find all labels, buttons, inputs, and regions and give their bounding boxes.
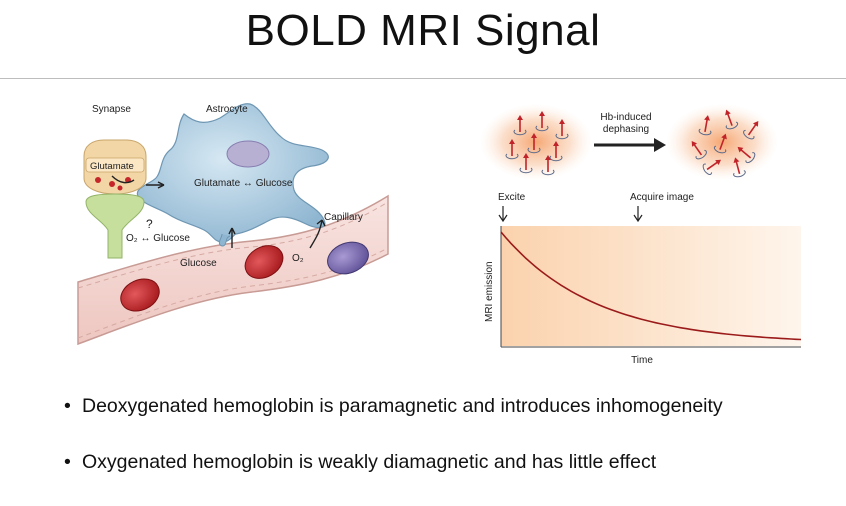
- flow-arrows: [111, 175, 326, 249]
- astrocyte-label: Astrocyte: [206, 104, 248, 115]
- o2-label: O₂: [292, 253, 304, 264]
- neurovascular-figure: Synapse Astrocyte Glutamate Glutamate ↔ …: [77, 103, 389, 346]
- spin-arrow: [541, 155, 555, 176]
- spin-arrow: [733, 157, 746, 178]
- astrocyte-cell: [136, 103, 329, 247]
- x-axis-label: Time: [631, 355, 653, 366]
- capillary-label: Capillary: [324, 212, 363, 223]
- question-mark-label: ?: [146, 217, 153, 231]
- spin-arrow: [713, 133, 727, 154]
- spin-arrow: [535, 111, 549, 132]
- bullet-text-oxygenated: Oxygenated hemoglobin is weakly diamagne…: [82, 451, 657, 473]
- red-blood-cell-oxygenated: [244, 245, 284, 279]
- spin-arrow: [743, 120, 759, 140]
- spin-arrow: [702, 159, 722, 175]
- dephasing-label: dephasing: [603, 124, 649, 135]
- spin-arrow: [549, 141, 563, 162]
- dephased-spin-arrows: [691, 109, 759, 178]
- spin-arrow: [691, 140, 707, 160]
- spin-arrow: [725, 109, 739, 130]
- bullet-text-deoxygenated: Deoxygenated hemoglobin is paramagnetic …: [82, 395, 723, 417]
- excite-label: Excite: [498, 192, 526, 203]
- red-blood-cell-deoxygenated: [327, 241, 369, 275]
- spin-arrow: [513, 115, 527, 136]
- glucose-label: Glucose: [180, 258, 217, 269]
- o2-glucose-label: O₂ ↔ Glucose: [126, 233, 190, 244]
- dephasing-figure: Hb-induced dephasing Excite Acquire imag…: [480, 104, 802, 366]
- glutamate-label-box: [85, 157, 145, 173]
- astrocyte-nucleus: [226, 140, 270, 168]
- slide-title: BOLD MRI Signal: [245, 6, 601, 55]
- signal-decay-curve: [500, 231, 802, 341]
- synapse-terminal: [83, 139, 147, 259]
- glutamate-label: Glutamate: [90, 161, 134, 172]
- hb-induced-label: Hb-induced: [600, 112, 651, 123]
- aligned-spin-arrows: [505, 111, 569, 176]
- title-divider: [0, 78, 846, 79]
- spin-arrow: [737, 146, 756, 164]
- timing-arrows: [498, 206, 643, 223]
- acquire-image-label: Acquire image: [630, 192, 694, 203]
- dephasing-arrow: [594, 138, 666, 152]
- glutamate-glucose-label: Glutamate ↔ Glucose: [194, 178, 293, 189]
- y-axis-label: MRI emission: [484, 261, 495, 322]
- spin-arrow: [555, 119, 569, 140]
- spin-arrow: [519, 153, 533, 174]
- plot-area: [501, 226, 801, 346]
- capillary-vessel: [77, 194, 389, 346]
- bullet-list: • Deoxygenated hemoglobin is paramagnetic…: [64, 394, 834, 506]
- spin-arrow: [527, 133, 541, 154]
- synapse-label: Synapse: [92, 104, 131, 115]
- spin-arrow: [698, 115, 712, 136]
- red-blood-cell-oxygenated: [120, 278, 160, 312]
- spin-arrow: [505, 139, 519, 160]
- spin-cluster-in-phase: [480, 104, 592, 180]
- bullet-item: • Oxygenated hemoglobin is weakly diamagn…: [64, 451, 657, 473]
- bullet-item: • Deoxygenated hemoglobin is paramagnetic…: [64, 395, 723, 417]
